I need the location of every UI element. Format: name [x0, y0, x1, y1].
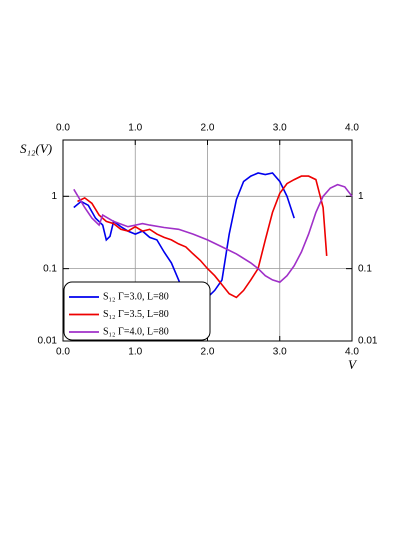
series-line: [73, 183, 353, 284]
y-tick-label-right: 1: [358, 191, 364, 202]
series-line: [77, 175, 328, 299]
legend-box: [63, 281, 211, 341]
legend-label: S₁₂ Γ=3.0, L=80: [103, 291, 169, 302]
legend-label: S₁₂ Γ=3.5, L=80: [103, 309, 169, 320]
plot-frame: [62, 139, 353, 342]
x-tick-label: 1.0: [128, 347, 142, 358]
y-tick-label-right: 0.1: [358, 263, 372, 274]
x-tick-label: 4.0: [345, 347, 359, 358]
x-axis-label: V: [348, 357, 358, 372]
y-axis-label: S₁₂(V): [20, 141, 52, 156]
x-tick-label: 2.0: [201, 347, 215, 358]
x-tick-label-top: 4.0: [345, 123, 359, 134]
legend-label: S₁₂ Γ=4.0, L=80: [103, 326, 169, 337]
y-tick-label: 0.1: [43, 263, 57, 274]
x-tick-label-top: 3.0: [273, 123, 287, 134]
x-tick-label-top: 2.0: [201, 123, 215, 134]
x-tick-label: 3.0: [273, 347, 287, 358]
x-tick-label: 0.0: [56, 347, 70, 358]
x-tick-label-top: 0.0: [56, 123, 70, 134]
y-tick-label-right: 0.01: [358, 336, 378, 347]
x-tick-label-top: 1.0: [128, 123, 142, 134]
y-tick-label: 0.01: [38, 336, 58, 347]
y-tick-label: 1: [51, 191, 57, 202]
